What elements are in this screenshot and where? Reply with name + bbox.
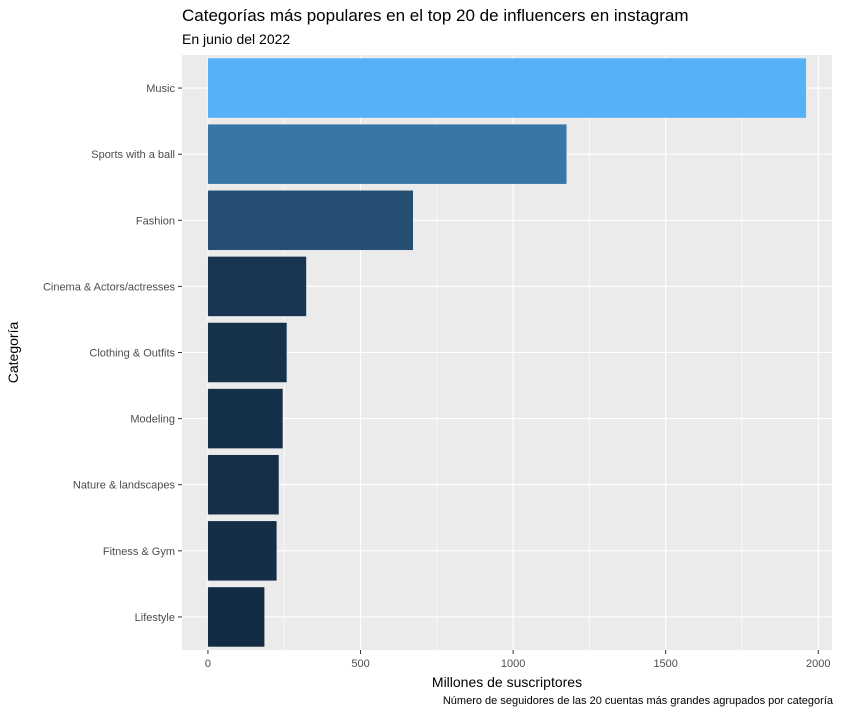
x-tick-label: 1000 — [501, 658, 525, 670]
y-tick-label: Fitness & Gym — [103, 546, 175, 558]
bar — [207, 256, 307, 317]
bar — [207, 124, 567, 184]
y-tick-label: Clothing & Outfits — [89, 348, 175, 360]
chart-title: Categorías más populares en el top 20 de… — [182, 6, 689, 25]
y-tick-label: Modeling — [130, 414, 175, 426]
x-axis-title: Millones de suscriptores — [432, 674, 582, 690]
bar — [207, 58, 807, 118]
bar — [207, 388, 283, 449]
y-tick-label: Cinema & Actors/actresses — [43, 281, 176, 293]
y-tick-label: Lifestyle — [135, 612, 175, 624]
y-tick-label: Nature & landscapes — [73, 480, 176, 492]
bar — [207, 190, 414, 251]
x-tick-label: 500 — [351, 658, 369, 670]
x-tick-label: 2000 — [806, 658, 830, 670]
chart-caption: Número de seguidores de las 20 cuentas m… — [442, 695, 833, 707]
y-axis-title: Categoría — [5, 322, 21, 384]
bar — [207, 587, 265, 647]
bar — [207, 521, 277, 581]
bar — [207, 454, 279, 515]
x-tick-label: 0 — [205, 658, 211, 670]
chart-subtitle: En junio del 2022 — [182, 31, 291, 47]
x-tick-label: 1500 — [653, 658, 677, 670]
bar — [207, 322, 287, 383]
y-tick-label: Music — [146, 83, 175, 95]
y-tick-label: Fashion — [136, 215, 175, 227]
y-tick-label: Sports with a ball — [91, 149, 175, 161]
